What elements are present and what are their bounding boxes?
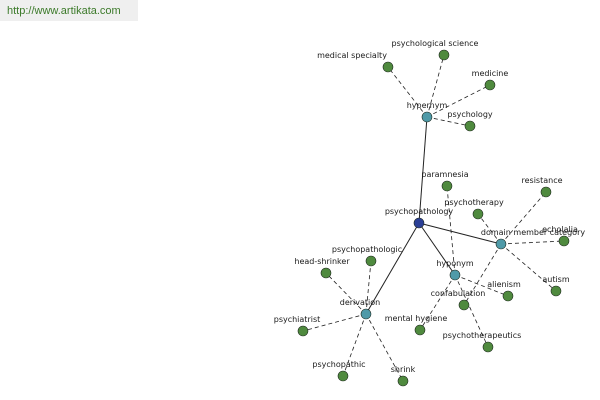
node-autism[interactable]: autism <box>542 275 570 297</box>
node-label-medicine: medicine <box>472 69 509 78</box>
edge-hyponym-psychotherapeutics <box>454 274 489 348</box>
graph-nodes: psychopathology hypernym domain member cat… <box>274 39 585 387</box>
edge-psychopathology-hyponym <box>418 222 456 276</box>
node-psychopathologic[interactable]: psychopathologic <box>332 245 402 267</box>
node-dot-psychiatrist[interactable] <box>297 325 309 337</box>
node-dot-psychotherapeutics[interactable] <box>482 341 494 353</box>
node-label-psychopathology: psychopathology <box>385 207 454 216</box>
node-dot-psychological-science[interactable] <box>438 49 450 61</box>
node-label-psychotherapy: psychotherapy <box>444 198 504 207</box>
node-dot-psychopathologic[interactable] <box>365 255 377 267</box>
node-label-mental-hygiene: mental hygiene <box>385 314 448 323</box>
edge-psychopathology-domain <box>418 222 502 245</box>
node-dot-confabulation[interactable] <box>458 299 470 311</box>
node-label-psychopathologic: psychopathologic <box>332 245 402 254</box>
node-psychological-science[interactable]: psychological science <box>392 39 479 61</box>
node-dot-autism[interactable] <box>550 285 562 297</box>
node-resistance[interactable]: resistance <box>521 176 563 198</box>
node-echolalia[interactable]: echolalia <box>542 225 578 247</box>
node-dot-psychopathology[interactable] <box>413 217 425 229</box>
edge-domain-resistance <box>500 191 547 245</box>
node-mental-hygiene[interactable]: mental hygiene <box>385 314 448 336</box>
node-dot-medicine[interactable] <box>484 79 496 91</box>
node-dot-psychology[interactable] <box>464 120 476 132</box>
edge-derivation-shrink <box>365 313 404 382</box>
node-psychology[interactable]: psychology <box>447 110 493 132</box>
edge-domain-autism <box>500 243 557 292</box>
node-label-paramnesia: paramnesia <box>421 170 468 179</box>
node-dot-shrink[interactable] <box>397 375 409 387</box>
node-label-confabulation: confabulation <box>431 289 486 298</box>
node-psychopathology[interactable]: psychopathology <box>385 207 454 229</box>
node-label-psychology: psychology <box>447 110 493 119</box>
node-dot-paramnesia[interactable] <box>441 180 453 192</box>
edge-hypernym-psychological-science <box>426 54 445 118</box>
node-label-medical-specialty: medical specialty <box>317 51 387 60</box>
node-dot-resistance[interactable] <box>540 186 552 198</box>
node-label-psychological-science: psychological science <box>392 39 479 48</box>
node-label-echolalia: echolalia <box>542 225 578 234</box>
node-dot-hypernym[interactable] <box>421 111 433 123</box>
node-paramnesia[interactable]: paramnesia <box>421 170 469 192</box>
node-shrink[interactable]: shrink <box>391 365 416 387</box>
edge-hyponym-alienism <box>454 274 509 297</box>
edge-hyponym-paramnesia <box>446 185 456 276</box>
node-medicine[interactable]: medicine <box>472 69 509 91</box>
edge-derivation-psychiatrist <box>302 313 367 332</box>
edge-hypernym-medicine <box>426 84 491 118</box>
node-dot-head-shrinker[interactable] <box>320 267 332 279</box>
node-label-psychiatrist: psychiatrist <box>274 315 321 324</box>
edge-derivation-psychopathologic <box>365 260 372 315</box>
node-head-shrinker[interactable]: head-shrinker <box>294 257 350 279</box>
node-dot-derivation[interactable] <box>360 308 372 320</box>
node-label-head-shrinker: head-shrinker <box>294 257 350 266</box>
node-alienism[interactable]: alienism <box>487 280 521 302</box>
node-label-psychopathic: psychopathic <box>312 360 365 369</box>
node-label-alienism: alienism <box>487 280 521 289</box>
edge-domain-echolalia <box>500 240 565 245</box>
node-dot-mental-hygiene[interactable] <box>414 324 426 336</box>
site-url-link[interactable]: http://www.artikata.com <box>7 5 121 17</box>
node-hypernym[interactable]: hypernym <box>407 101 448 123</box>
node-label-autism: autism <box>542 275 570 284</box>
node-confabulation[interactable]: confabulation <box>431 289 486 311</box>
node-label-psychotherapeutics: psychotherapeutics <box>443 331 522 340</box>
node-label-derivation: derivation <box>340 298 380 307</box>
edge-derivation-head-shrinker <box>325 272 367 315</box>
node-derivation[interactable]: derivation <box>340 298 380 320</box>
node-medical-specialty[interactable]: medical specialty <box>317 51 394 73</box>
edge-hypernym-psychology <box>426 116 471 127</box>
node-dot-domain[interactable] <box>495 238 507 250</box>
node-dot-alienism[interactable] <box>502 290 514 302</box>
node-dot-psychopathic[interactable] <box>337 370 349 382</box>
node-psychotherapy[interactable]: psychotherapy <box>444 198 504 220</box>
graph-edges <box>302 54 565 382</box>
edge-hyponym-mental-hygiene <box>419 274 456 331</box>
node-label-domain: domain member category <box>481 228 585 237</box>
node-dot-medical-specialty[interactable] <box>382 61 394 73</box>
node-dot-psychotherapy[interactable] <box>472 208 484 220</box>
node-psychotherapeutics[interactable]: psychotherapeutics <box>443 331 522 353</box>
node-domain[interactable]: domain member category <box>481 228 585 250</box>
edge-domain-psychotherapy <box>477 213 502 245</box>
node-label-resistance: resistance <box>521 176 562 185</box>
node-dot-echolalia[interactable] <box>558 235 570 247</box>
node-psychiatrist[interactable]: psychiatrist <box>274 315 321 337</box>
url-banner: http://www.artikata.com <box>0 0 138 21</box>
edge-psychopathology-hypernym <box>418 116 428 224</box>
node-dot-hyponym[interactable] <box>449 269 461 281</box>
node-label-shrink: shrink <box>391 365 416 374</box>
edge-domain-confabulation <box>463 243 502 306</box>
node-label-hyponym: hyponym <box>436 259 474 268</box>
node-label-hypernym: hypernym <box>407 101 448 110</box>
edge-hypernym-medical-specialty <box>387 66 428 118</box>
node-psychopathic[interactable]: psychopathic <box>312 360 366 382</box>
node-hyponym[interactable]: hyponym <box>436 259 474 281</box>
edge-psychopathology-derivation <box>365 222 420 315</box>
